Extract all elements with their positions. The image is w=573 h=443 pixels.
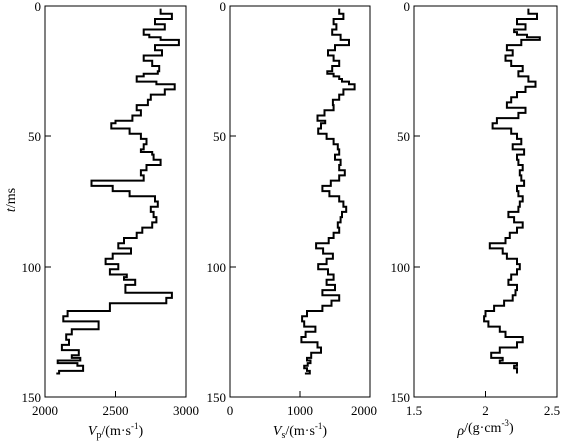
x-axis-title-vp: Vp/(m·s-1) — [88, 421, 144, 441]
y-tick-label: 50 — [28, 129, 41, 144]
x-tick-label: 1.5 — [406, 403, 422, 418]
x-axis-title-rho: ρ/(g·cm-3) — [456, 418, 514, 439]
panel-rho-frame — [413, 5, 558, 398]
y-tick-label: 100 — [391, 260, 411, 275]
series-rho-line — [483, 8, 541, 374]
panel-vp-xaxis: 2000 2500 3000 Vp/(m·s-1) — [32, 391, 199, 441]
panel-vp-yaxis: 0 50 100 150 t/ms — [4, 0, 51, 405]
x-tick-label: 2 — [482, 403, 489, 418]
y-tick-label: 50 — [213, 129, 226, 144]
y-tick-label: 150 — [207, 390, 227, 405]
y-tick-label: 50 — [397, 129, 410, 144]
y-tick-label: 0 — [220, 0, 227, 14]
panel-rho-xaxis: 1.5 2 2.5 ρ/(g·cm-3) — [406, 391, 560, 439]
series-vp-line — [56, 8, 180, 375]
panel-vs-yaxis: 0 50 100 150 — [207, 0, 236, 405]
x-tick-label: 2000 — [32, 403, 58, 418]
y-tick-label: 100 — [22, 260, 42, 275]
panel-rho: 0 50 100 150 1.5 2 2.5 ρ/(g·cm-3) — [391, 0, 561, 439]
panel-rho-yaxis: 0 50 100 150 — [391, 0, 420, 405]
y-tick-label: 0 — [404, 0, 411, 14]
panel-vp: 0 50 100 150 t/ms 2000 2500 3000 Vp/(m·s… — [4, 0, 199, 441]
x-axis-title-vs: Vs/(m·s-1) — [273, 421, 328, 441]
x-tick-label: 2500 — [103, 403, 129, 418]
x-tick-label: 1000 — [287, 403, 313, 418]
panel-vs: 0 50 100 150 0 1000 2000 Vs/(m·s-1) — [207, 0, 378, 441]
x-tick-label: 3000 — [173, 403, 199, 418]
y-tick-label: 0 — [35, 0, 42, 14]
x-tick-label: 2000 — [351, 403, 377, 418]
x-tick-label: 2.5 — [544, 403, 560, 418]
y-tick-label: 150 — [22, 390, 42, 405]
panel-vs-xaxis: 0 1000 2000 Vs/(m·s-1) — [227, 391, 377, 441]
y-axis-title: t/ms — [4, 188, 19, 212]
panel-vs-frame — [229, 5, 371, 398]
y-tick-label: 100 — [207, 260, 227, 275]
series-vs-line — [300, 8, 356, 375]
y-tick-label: 150 — [391, 390, 411, 405]
x-tick-label: 0 — [227, 403, 234, 418]
